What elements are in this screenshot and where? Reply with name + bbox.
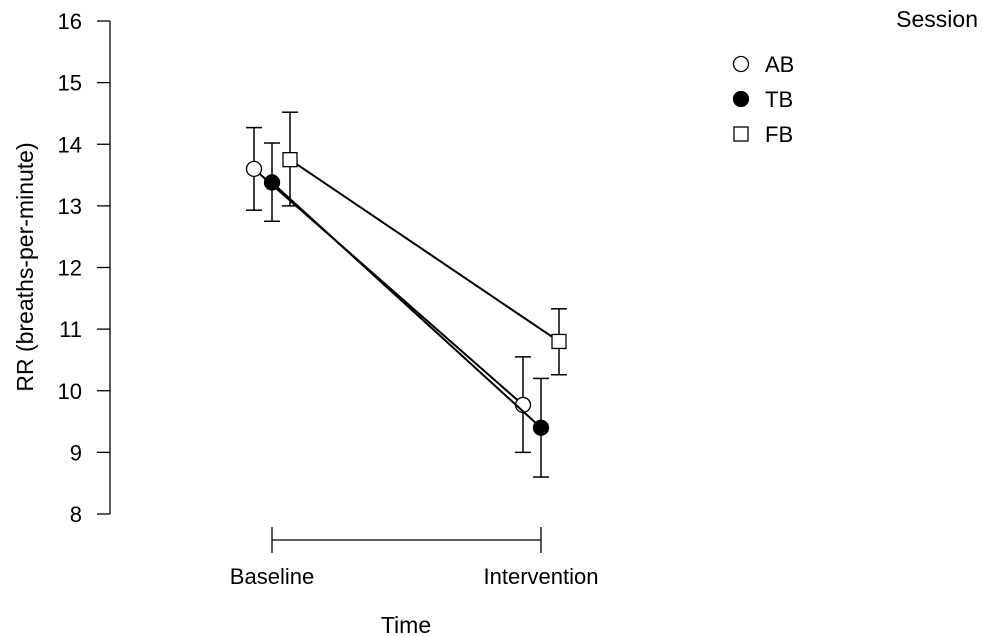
y-tick-label: 8 — [70, 502, 82, 527]
y-tick-label: 16 — [58, 9, 82, 34]
legend-label: TB — [765, 87, 793, 112]
y-tick-label: 13 — [58, 194, 82, 219]
legend: Session AB TB FB — [732, 6, 978, 147]
y-tick-label: 10 — [58, 379, 82, 404]
y-axis: 8 9 10 11 12 13 14 15 16 — [58, 9, 111, 527]
x-tick-label: Baseline — [230, 564, 314, 589]
x-axis: Baseline Intervention — [230, 527, 599, 589]
data-point — [263, 174, 281, 191]
series-line — [289, 158, 560, 343]
x-tick-label: Intervention — [484, 564, 599, 589]
series-FB — [282, 111, 567, 376]
legend-marker-FB — [733, 126, 749, 142]
y-tick-label: 9 — [70, 440, 82, 465]
legend-marker-TB — [732, 90, 750, 108]
series-layer — [245, 111, 567, 478]
series-line — [253, 168, 524, 406]
series-TB — [263, 142, 550, 478]
y-tick-label: 12 — [58, 256, 82, 281]
legend-label: FB — [765, 122, 793, 147]
legend-title: Session — [896, 6, 978, 32]
series-line — [271, 181, 542, 429]
data-point — [282, 152, 298, 168]
legend-marker-AB — [732, 55, 750, 73]
legend-label: AB — [765, 52, 794, 77]
y-tick-label: 11 — [59, 317, 82, 342]
y-tick-label: 14 — [58, 132, 82, 157]
data-point — [532, 419, 550, 436]
data-point — [551, 333, 567, 350]
x-axis-label: Time — [381, 612, 431, 637]
y-axis-label: RR (breaths-per-minute) — [12, 142, 38, 391]
data-point — [245, 160, 263, 178]
y-tick-label: 15 — [58, 71, 82, 96]
